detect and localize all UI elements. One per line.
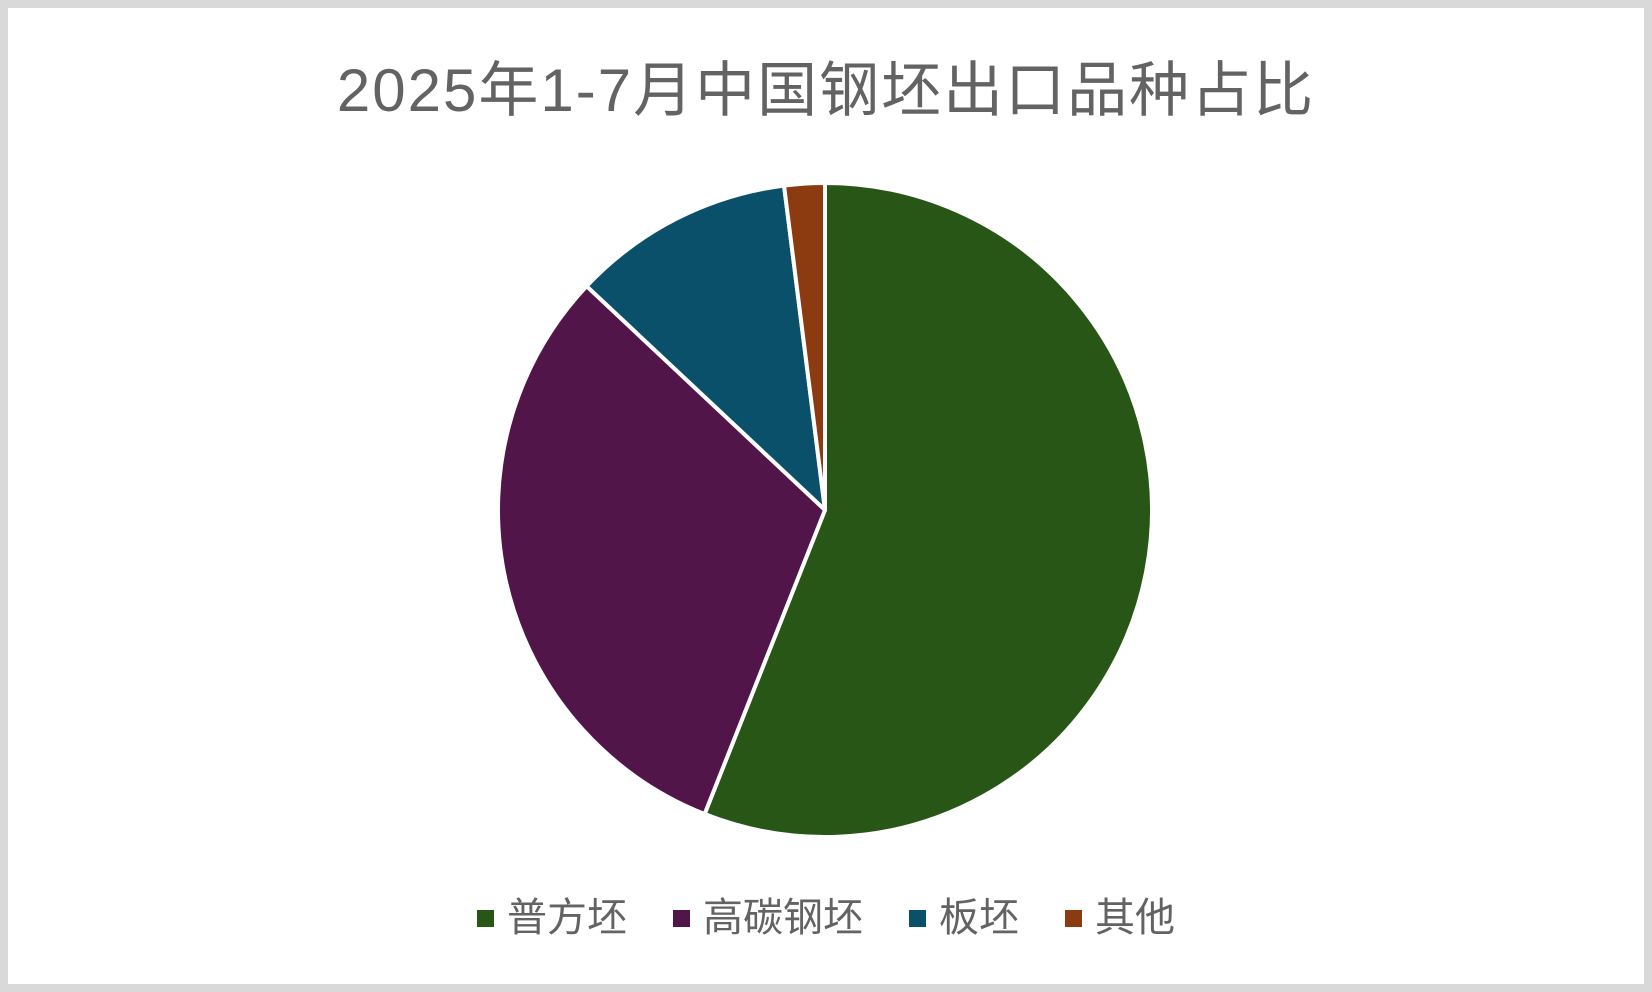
legend-label: 板坯 [939, 896, 1019, 940]
legend-marker-other-icon [1065, 909, 1082, 927]
legend: 普方坯 高碳钢坯 板坯 其他 [8, 898, 1644, 938]
chart-title: 2025年1-7月中国钢坯出口品种占比 [336, 57, 1316, 124]
legend-label: 普方坯 [507, 896, 627, 940]
pie-chart [496, 181, 1154, 839]
legend-item-ordinary-square-billet[interactable]: 普方坯 [477, 898, 627, 938]
pie-slice-slab[interactable] [584, 183, 827, 512]
pie-slice-other[interactable] [782, 181, 827, 512]
legend-item-other[interactable]: 其他 [1065, 898, 1175, 938]
legend-marker-ordinary-square-billet-icon [477, 909, 494, 927]
legend-marker-slab-icon [909, 909, 926, 927]
pie-slice-ordinary-square-billet[interactable] [702, 181, 1154, 839]
legend-label: 高碳钢坯 [703, 896, 863, 940]
legend-item-slab[interactable]: 板坯 [909, 898, 1019, 938]
legend-marker-high-carbon-steel-billet-icon [673, 909, 690, 927]
legend-item-high-carbon-steel-billet[interactable]: 高碳钢坯 [673, 898, 863, 938]
legend-label: 其他 [1095, 896, 1175, 940]
pie-slice-high-carbon-steel-billet[interactable] [496, 284, 827, 817]
